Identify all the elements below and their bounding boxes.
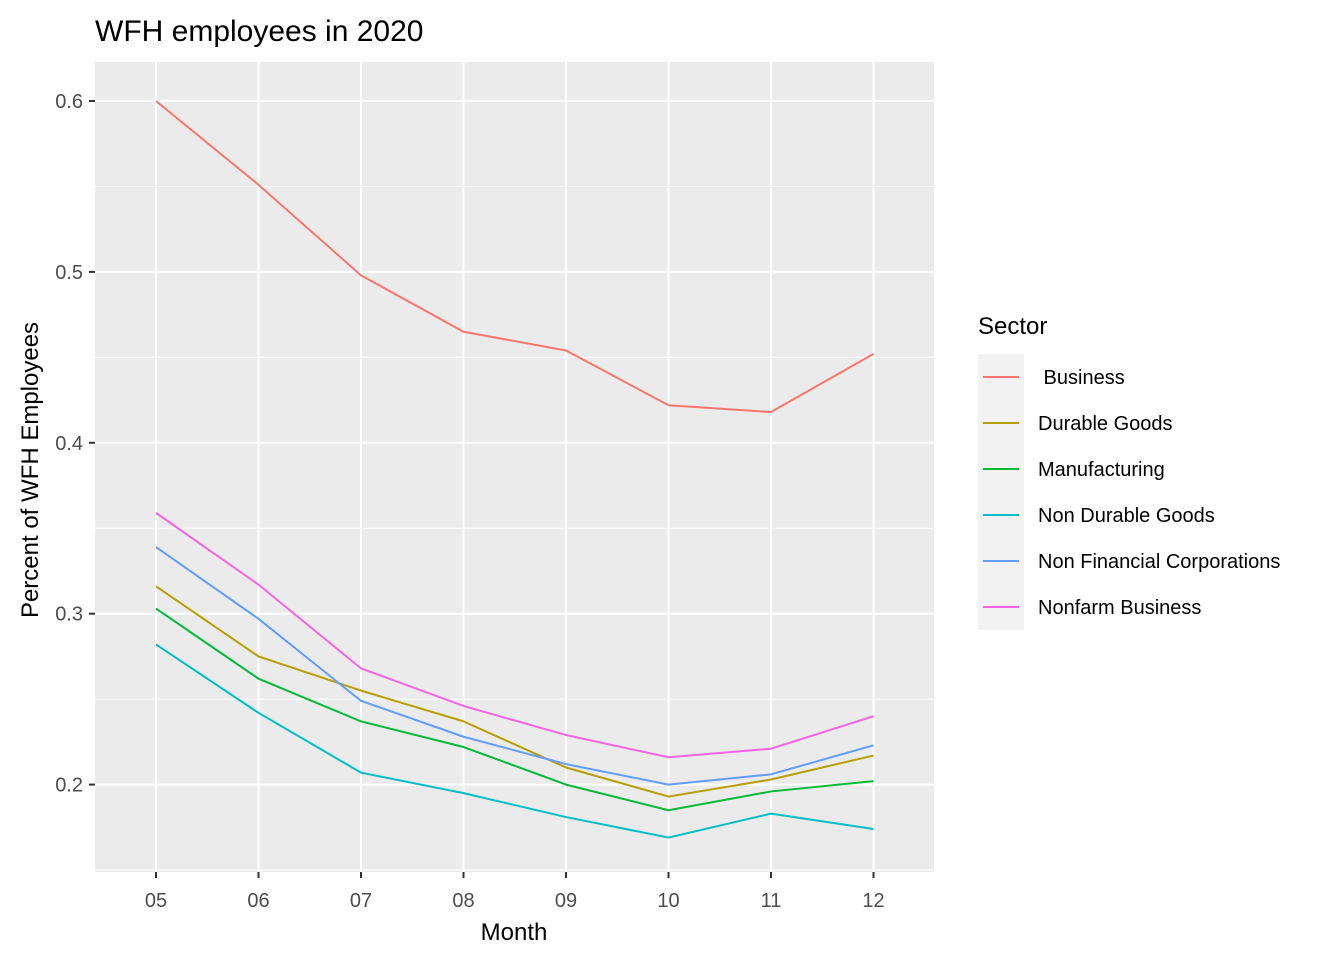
x-tick-label: 07 [350,890,372,912]
legend-label: Business [1038,367,1125,389]
x-tick-label: 12 [862,890,884,912]
y-tick-label: 0.5 [55,262,83,284]
x-axis: 05 06 07 08 09 10 11 12 [145,872,885,912]
x-tick-label: 09 [555,890,577,912]
legend-key-background [978,354,1024,630]
x-tick-label: 11 [761,890,782,912]
y-tick-label: 0.2 [55,775,83,797]
legend-title: Sector [978,313,1047,340]
legend-label: Durable Goods [1038,413,1173,435]
x-tick-label: 06 [247,890,269,912]
legend-label: Non Financial Corporations [1038,551,1280,573]
y-axis: 0.2 0.3 0.4 0.5 0.6 [55,91,95,797]
series-layer [155,100,874,839]
series-line [155,607,874,812]
legend-label: Non Durable Goods [1038,505,1215,527]
plot-panel [95,62,934,872]
y-tick-label: 0.6 [55,91,83,113]
x-tick-label: 05 [145,890,167,912]
legend: Sector Business Durable Goods Manufacturin… [978,313,1280,630]
y-tick-label: 0.4 [55,433,83,455]
x-axis-label: Month [481,919,548,946]
legend-label: Manufacturing [1038,459,1165,481]
x-tick-label: 10 [657,890,679,912]
x-tick-label: 08 [452,890,474,912]
series-line [155,546,874,786]
chart-title: WFH employees in 2020 [95,15,423,48]
series-line [155,643,874,839]
legend-label: Nonfarm Business [1038,597,1201,619]
y-tick-label: 0.3 [55,604,83,626]
series-line [155,100,874,414]
panel-background [95,62,934,872]
series-line [155,585,874,798]
series-line [155,512,874,759]
y-axis-label: Percent of WFH Employees [17,322,44,618]
